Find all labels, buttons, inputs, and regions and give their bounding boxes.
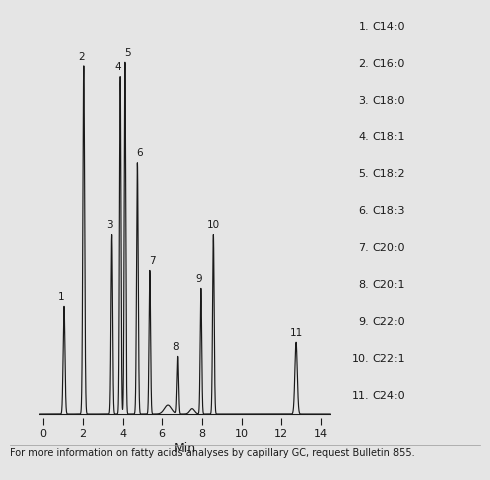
Text: 2.: 2.	[358, 59, 369, 69]
Text: 10: 10	[206, 220, 220, 230]
Text: C20:0: C20:0	[372, 243, 405, 253]
Text: 5.: 5.	[358, 169, 369, 180]
Text: C14:0: C14:0	[372, 22, 405, 32]
Text: For more information on fatty acids analyses by capillary GC, request Bulletin 8: For more information on fatty acids anal…	[10, 448, 415, 458]
Text: 5: 5	[124, 48, 130, 58]
Text: C18:3: C18:3	[372, 206, 405, 216]
Text: 6: 6	[136, 148, 143, 158]
Text: 9.: 9.	[358, 317, 369, 327]
Text: C24:0: C24:0	[372, 391, 405, 401]
Text: C22:0: C22:0	[372, 317, 405, 327]
Text: 8: 8	[172, 342, 178, 352]
X-axis label: Min: Min	[174, 442, 196, 455]
Text: 7: 7	[149, 256, 155, 266]
Text: 2: 2	[78, 51, 85, 61]
Text: 4: 4	[114, 62, 121, 72]
Text: 9: 9	[195, 274, 202, 284]
Text: 11.: 11.	[351, 391, 369, 401]
Text: 3.: 3.	[358, 96, 369, 106]
Text: C18:2: C18:2	[372, 169, 405, 180]
Text: 11: 11	[290, 328, 303, 338]
Text: 4.: 4.	[358, 132, 369, 143]
Text: 10.: 10.	[351, 354, 369, 364]
Text: C18:0: C18:0	[372, 96, 405, 106]
Text: 3: 3	[106, 220, 113, 230]
Text: 7.: 7.	[358, 243, 369, 253]
Text: 1.: 1.	[358, 22, 369, 32]
Text: C18:1: C18:1	[372, 132, 405, 143]
Text: 1: 1	[58, 292, 65, 302]
Text: 8.: 8.	[358, 280, 369, 290]
Text: C16:0: C16:0	[372, 59, 405, 69]
Text: C22:1: C22:1	[372, 354, 405, 364]
Text: C20:1: C20:1	[372, 280, 405, 290]
Text: 6.: 6.	[358, 206, 369, 216]
